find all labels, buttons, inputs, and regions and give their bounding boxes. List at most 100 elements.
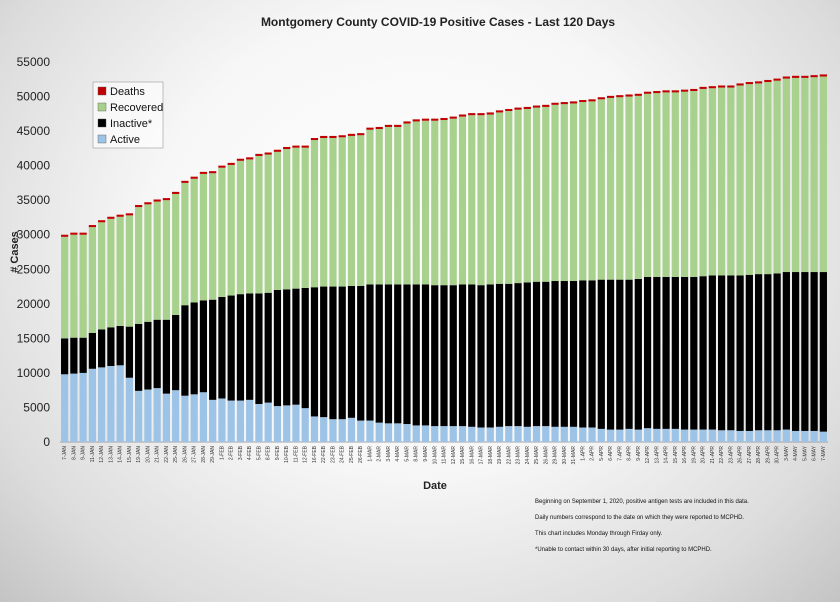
bar-deaths-segment bbox=[209, 171, 217, 174]
y-tick-label: 5000 bbox=[23, 400, 50, 414]
bar-recovered-segment bbox=[745, 84, 753, 275]
bar-recovered-segment bbox=[486, 114, 494, 285]
bar-deaths-segment bbox=[273, 149, 282, 152]
bar-active-segment bbox=[255, 404, 263, 442]
bar-inactive-segment bbox=[246, 293, 254, 400]
x-tick-label: 29-APR bbox=[765, 446, 771, 464]
bar-recovered-segment bbox=[782, 78, 790, 273]
bar-active-segment bbox=[523, 426, 531, 442]
bar-active-segment bbox=[199, 392, 208, 442]
bar-deaths-segment bbox=[792, 75, 800, 78]
bar-deaths-segment bbox=[671, 90, 679, 93]
bar-recovered-segment bbox=[338, 137, 346, 287]
y-tick-label: 30000 bbox=[17, 228, 51, 242]
x-tick-label: 14-APR bbox=[664, 446, 670, 464]
footnote: Daily numbers correspond to the date on … bbox=[535, 515, 744, 521]
legend-swatch bbox=[97, 118, 107, 128]
bar-active-segment bbox=[597, 428, 605, 442]
bar-recovered-segment bbox=[88, 227, 96, 333]
bar-active-segment bbox=[70, 373, 78, 442]
x-tick-label: 27-JAN bbox=[192, 446, 198, 463]
bar-recovered-segment bbox=[421, 120, 430, 285]
x-tick-label: 31-MAR bbox=[571, 446, 577, 465]
x-tick-label: 11-FEB bbox=[293, 445, 299, 462]
bar-recovered-segment bbox=[773, 80, 781, 274]
x-tick-label: 3-MAY bbox=[784, 445, 790, 461]
bar-active-segment bbox=[569, 426, 578, 442]
bar-inactive-segment bbox=[606, 279, 615, 430]
bar-inactive-segment bbox=[458, 284, 467, 427]
bar-inactive-segment bbox=[181, 305, 189, 396]
chart-title: Montgomery County COVID-19 Positive Case… bbox=[261, 15, 615, 29]
bar-deaths-segment bbox=[449, 116, 457, 119]
bar-inactive-segment bbox=[264, 292, 272, 403]
bar-deaths-segment bbox=[477, 113, 485, 116]
bar-inactive-segment bbox=[754, 274, 763, 431]
x-tick-label: 7-MAY bbox=[821, 445, 827, 461]
bar-inactive-segment bbox=[190, 302, 198, 395]
x-tick-label: 28-JAN bbox=[201, 446, 207, 463]
bar-recovered-segment bbox=[162, 200, 171, 320]
bar-deaths-segment bbox=[347, 133, 356, 136]
bar-inactive-segment bbox=[616, 279, 624, 430]
x-tick-label: 1-APR bbox=[580, 446, 586, 461]
bar-active-segment bbox=[264, 402, 272, 442]
bar-recovered-segment bbox=[310, 140, 319, 288]
bar-inactive-segment bbox=[375, 284, 383, 423]
bar-inactive-segment bbox=[551, 281, 559, 427]
bar-active-segment bbox=[819, 431, 827, 442]
bar-recovered-segment bbox=[801, 77, 809, 273]
legend-label: Active bbox=[110, 134, 140, 146]
bar-recovered-segment bbox=[597, 99, 605, 280]
x-tick-label: 9-FEB bbox=[275, 445, 281, 460]
bar-active-segment bbox=[764, 430, 772, 442]
bar-inactive-segment bbox=[773, 273, 781, 431]
bar-inactive-segment bbox=[98, 329, 106, 368]
bar-recovered-segment bbox=[301, 147, 309, 288]
footnotes: Beginning on September 1, 2020, positive… bbox=[535, 499, 749, 553]
bar-active-segment bbox=[625, 428, 633, 442]
bar-deaths-segment bbox=[542, 104, 550, 107]
bar-deaths-segment bbox=[699, 86, 707, 89]
bar-recovered-segment bbox=[61, 236, 69, 339]
bar-inactive-segment bbox=[477, 285, 485, 428]
bar-active-segment bbox=[366, 420, 374, 442]
x-tick-label: 5-FEB bbox=[256, 445, 262, 460]
bar-deaths-segment bbox=[366, 127, 374, 130]
bar-active-segment bbox=[810, 430, 818, 442]
x-tick-label: 22-JAN bbox=[164, 446, 170, 463]
bar-deaths-segment bbox=[680, 89, 689, 92]
bar-active-segment bbox=[551, 426, 559, 442]
bar-active-segment bbox=[375, 422, 383, 442]
x-tick-label: 13-APR bbox=[654, 446, 660, 464]
bar-deaths-segment bbox=[264, 152, 272, 155]
bar-active-segment bbox=[440, 426, 448, 442]
bar-active-segment bbox=[486, 427, 494, 442]
bar-active-segment bbox=[736, 430, 744, 442]
bar-active-segment bbox=[403, 424, 411, 442]
legend-label: Deaths bbox=[110, 86, 145, 98]
x-tick-label: 16-MAR bbox=[469, 446, 475, 465]
bar-inactive-segment bbox=[569, 281, 578, 427]
bar-deaths-segment bbox=[329, 135, 337, 138]
bar-recovered-segment bbox=[440, 120, 448, 286]
bar-deaths-segment bbox=[162, 198, 171, 201]
x-tick-label: 3-FEB bbox=[238, 445, 244, 460]
bar-recovered-segment bbox=[764, 82, 772, 275]
bar-inactive-segment bbox=[819, 272, 827, 432]
bar-recovered-segment bbox=[727, 87, 735, 276]
x-tick-label: 20-APR bbox=[701, 446, 707, 464]
bar-deaths-segment bbox=[394, 124, 402, 127]
bar-inactive-segment bbox=[634, 278, 642, 430]
bar-recovered-segment bbox=[236, 160, 245, 295]
bar-recovered-segment bbox=[153, 201, 161, 320]
bar-recovered-segment bbox=[792, 77, 800, 273]
bar-deaths-segment bbox=[505, 108, 513, 112]
bar-active-segment bbox=[384, 423, 393, 442]
x-tick-label: 13-JAN bbox=[108, 446, 114, 463]
bar-recovered-segment bbox=[449, 118, 457, 286]
x-tick-label: 25-MAR bbox=[534, 446, 540, 465]
bar-active-segment bbox=[477, 427, 485, 442]
bar-inactive-segment bbox=[218, 296, 226, 399]
bar-recovered-segment bbox=[190, 178, 198, 303]
